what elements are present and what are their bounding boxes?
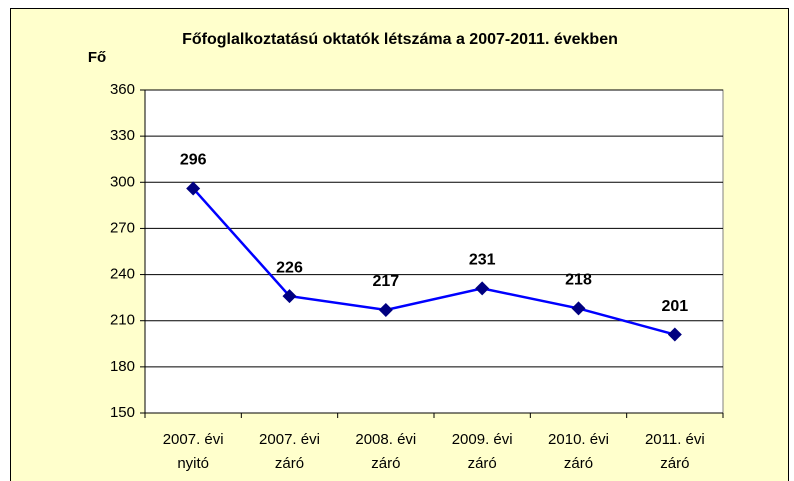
- data-label: 201: [661, 298, 688, 315]
- y-axis-label: Fő: [88, 49, 106, 66]
- y-tick-label: 180: [110, 358, 135, 375]
- y-tick-label: 300: [110, 173, 135, 190]
- chart-title: Főfoglalkoztatású oktatók létszáma a 200…: [182, 31, 618, 48]
- x-tick-label: 2009. évi záró: [452, 431, 513, 472]
- data-label: 226: [276, 259, 303, 276]
- x-tick-label: 2011. évi záró: [645, 431, 705, 472]
- y-tick-label: 360: [110, 81, 135, 98]
- data-point: [571, 301, 586, 316]
- x-tick-label: 2007. évi záró: [259, 431, 320, 472]
- x-tick-label: 2010. évi záró: [548, 431, 609, 472]
- data-label: 231: [469, 252, 496, 269]
- data-point: [186, 181, 201, 196]
- y-tick-label: 210: [110, 312, 135, 329]
- x-tick-label: 2007. évi nyitó: [163, 431, 224, 472]
- data-point: [475, 281, 490, 296]
- plot-area: [144, 89, 724, 414]
- y-tick-label: 270: [110, 219, 135, 236]
- data-label: 217: [372, 273, 399, 290]
- y-tick-label: 240: [110, 266, 135, 283]
- x-tick-label: 2008. évi záró: [355, 431, 416, 472]
- data-label: 218: [565, 272, 592, 289]
- data-point: [282, 289, 297, 304]
- data-label: 296: [180, 152, 207, 169]
- series-line: [192, 187, 676, 336]
- y-tick-label: 150: [110, 404, 135, 421]
- data-point: [667, 327, 682, 342]
- y-tick-label: 330: [110, 127, 135, 144]
- data-point: [378, 302, 393, 317]
